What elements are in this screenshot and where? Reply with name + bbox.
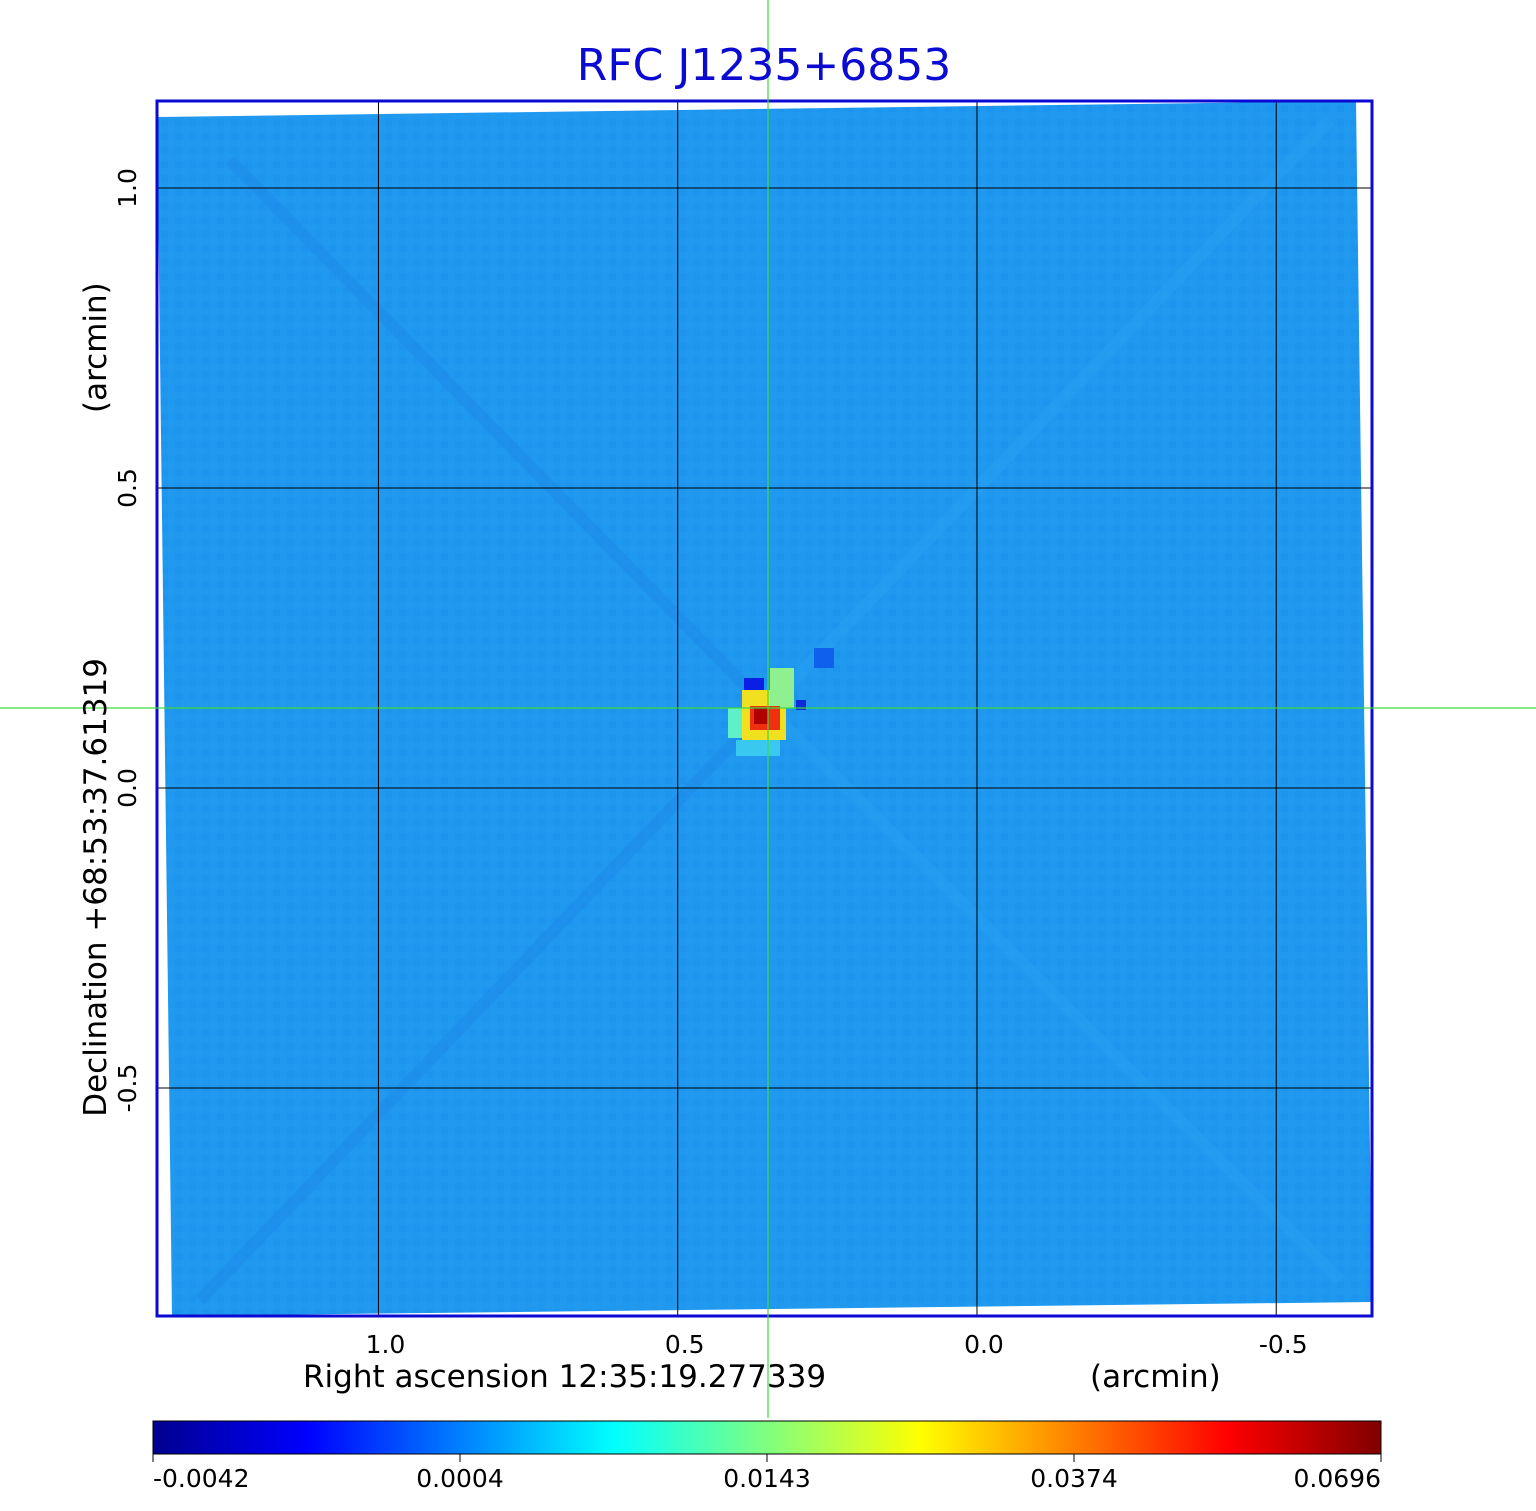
colorbar-tick-label: 0.0374 (1030, 1464, 1117, 1493)
colorbar-tick-label: 0.0696 (1294, 1464, 1381, 1493)
colorbar-tick-labels: -0.0042 0.0004 0.0143 0.0374 0.0696 (152, 1454, 1382, 1493)
y-tick-label: 1.0 (113, 168, 142, 208)
colorbar (152, 1420, 1382, 1455)
colorbar-tick-label: 0.0004 (416, 1464, 503, 1493)
bright-source (728, 648, 834, 756)
chart-title: RFC J1235+6853 (577, 40, 951, 91)
y-tick-label: 0.0 (113, 768, 142, 808)
x-tick-labels: 1.0 0.5 0.0 -0.5 (366, 1330, 1308, 1359)
x-axis-label: Right ascension 12:35:19.277339 (303, 1359, 826, 1395)
colorbar-tick-label: 0.0143 (723, 1464, 810, 1493)
x-axis-unit-label: (arcmin) (1090, 1359, 1221, 1395)
x-tick-label: -0.5 (1259, 1330, 1308, 1359)
x-tick-label: 1.0 (366, 1330, 406, 1359)
x-tick-label: 0.5 (665, 1330, 705, 1359)
y-tick-label: -0.5 (113, 1064, 142, 1113)
y-axis-label: Declination +68:53:37.61319 (78, 658, 114, 1117)
colorbar-tick-label: -0.0042 (153, 1464, 250, 1493)
y-tick-label: 0.5 (113, 468, 142, 508)
x-tick-label: 0.0 (964, 1330, 1004, 1359)
y-axis-unit-label: (arcmin) (78, 282, 114, 413)
y-tick-labels: 1.0 0.5 0.0 -0.5 (113, 168, 142, 1112)
